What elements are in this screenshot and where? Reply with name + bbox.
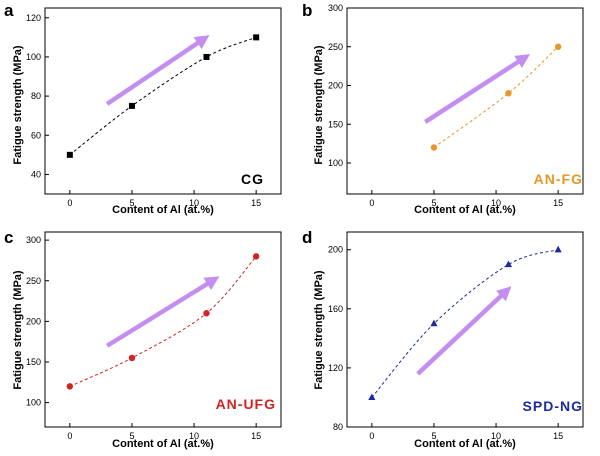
panel-a: a Fatigue strength (MPa) Content of Al (… [4,1,282,216]
y-tick-label: 250 [328,42,343,52]
trend-arrow [424,54,531,124]
data-point [203,310,210,317]
y-tick-label: 120 [26,13,41,23]
panel-c: c Fatigue strength (MPa) Content of Al (… [4,228,282,450]
x-tick-label: 5 [129,198,134,208]
ticks: 0 5 10 15 40 60 80 100 120 [26,13,261,208]
y-tick-label: 100 [26,52,41,62]
plot-frame [44,7,282,195]
sample-label: CG [241,171,264,187]
x-tick-label: 5 [431,198,436,208]
x-tick-label: 0 [67,198,72,208]
x-tick-label: 15 [251,198,261,208]
y-tick-label: 80 [333,422,343,432]
data-point [504,260,513,268]
sample-label: AN-FG [534,171,583,187]
x-tick-label: 0 [369,198,374,208]
series [66,253,260,390]
panel-b: b Fatigue strength (MPa) Content of Al (… [302,1,584,216]
x-axis-title: Content of Al (at.%) [414,438,516,450]
trend-arrow [416,286,512,376]
y-tick-label: 60 [31,130,41,140]
data-point [430,144,438,151]
data-point [505,90,512,97]
x-tick-label: 15 [553,198,563,208]
y-tick-label: 40 [31,169,41,179]
y-tick-label: 150 [26,357,41,367]
y-tick-label: 80 [31,91,41,101]
y-tick-label: 120 [328,363,343,373]
series-line [433,46,559,148]
y-tick-label: 100 [328,158,343,168]
panel-label: b [302,1,312,20]
plot-frame [346,231,584,428]
x-tick-label: 5 [431,431,436,441]
x-axis-title: Content of Al (at.%) [414,204,516,216]
series-line [371,249,559,398]
x-tick-label: 15 [251,431,261,441]
x-tick-label: 5 [129,431,134,441]
panel-label: a [4,1,14,20]
y-tick-label: 200 [328,245,343,255]
x-tick-label: 0 [67,431,72,441]
x-axis-title: Content of Al (at.%) [112,438,214,450]
series [66,34,260,158]
y-tick-label: 200 [328,81,343,91]
panel-label: d [302,228,312,247]
x-tick-label: 10 [189,198,199,208]
ticks: 0 5 10 15 100 150 200 250 300 [26,235,261,441]
data-point [253,34,260,41]
data-point [554,245,562,253]
ticks: 0 5 10 15 80 120 160 200 [328,245,563,441]
sample-label: SPD-NG [523,398,583,414]
data-point [128,102,135,109]
x-tick-label: 10 [491,198,501,208]
x-axis-title: Content of Al (at.%) [112,204,214,216]
sample-label: AN-UFG [216,396,276,412]
y-tick-label: 160 [328,304,343,314]
x-tick-label: 10 [189,431,199,441]
x-tick-label: 10 [491,431,501,441]
data-point [252,253,260,260]
panel-label: c [4,228,13,247]
y-tick-label: 200 [26,316,41,326]
plot-frame [44,231,282,428]
x-tick-label: 15 [553,431,563,441]
y-tick-label: 300 [328,3,343,13]
y-axis-title: Fatigue strength (MPa) [313,45,325,165]
y-axis-title: Fatigue strength (MPa) [313,270,325,390]
data-point [368,393,376,401]
series-line [69,256,257,387]
trend-arrow [105,276,220,348]
x-tick-label: 0 [369,431,374,441]
trend-arrow [105,35,210,106]
y-axis-title: Fatigue strength (MPa) [12,45,24,165]
panel-d: d Fatigue strength (MPa) Content of Al (… [302,228,584,450]
y-tick-label: 100 [26,398,41,408]
series [368,245,562,401]
y-tick-label: 300 [26,235,41,245]
series [424,43,562,151]
data-point [554,43,562,50]
y-tick-label: 150 [328,119,343,129]
y-axis-title: Fatigue strength (MPa) [12,270,24,390]
y-tick-label: 250 [26,276,41,286]
data-point [203,53,210,60]
data-point [128,354,136,362]
data-point [66,383,74,390]
data-point [66,151,73,158]
ticks: 0 5 10 15 100 150 200 250 300 [328,3,563,208]
plot-frame [346,7,584,195]
series-line [69,36,257,156]
data-point [430,319,438,327]
